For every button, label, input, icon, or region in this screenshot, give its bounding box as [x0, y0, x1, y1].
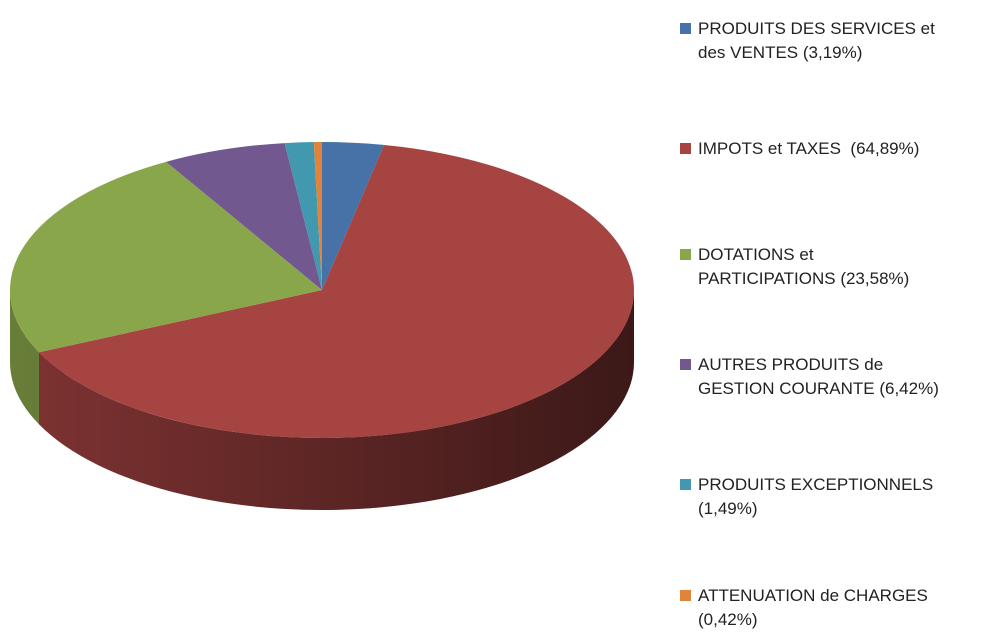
legend-item: IMPOTS et TAXES (64,89%) [680, 137, 980, 161]
legend-item: PRODUITS EXCEPTIONNELS (1,49%) [680, 473, 980, 521]
legend-swatch [680, 479, 691, 490]
slice [38, 144, 634, 438]
legend-swatch [680, 23, 691, 34]
legend-item: DOTATIONS et PARTICIPATIONS (23,58%) [680, 243, 980, 291]
legend-item: ATTENUATION de CHARGES (0,42%) [680, 584, 980, 632]
legend-label: ATTENUATION de CHARGES (0,42%) [698, 586, 933, 629]
slice [284, 142, 322, 290]
legend-label: IMPOTS et TAXES (64,89%) [698, 139, 920, 158]
slice [166, 143, 322, 290]
side-shade [10, 290, 634, 510]
legend-label: DOTATIONS et PARTICIPATIONS (23,58%) [698, 245, 910, 288]
legend-label: PRODUITS EXCEPTIONNELS (1,49%) [698, 475, 938, 518]
legend-label: PRODUITS DES SERVICES et des VENTES (3,1… [698, 19, 940, 62]
legend-label: AUTRES PRODUITS de GESTION COURANTE (6,4… [698, 355, 939, 398]
legend-swatch [680, 249, 691, 260]
slice [313, 142, 322, 290]
legend-item: AUTRES PRODUITS de GESTION COURANTE (6,4… [680, 353, 980, 401]
slice [9, 161, 323, 353]
slice [322, 142, 385, 290]
legend-item: PRODUITS DES SERVICES et des VENTES (3,1… [680, 17, 980, 65]
pie-area [9, 142, 635, 511]
legend-swatch [680, 143, 691, 154]
legend-swatch [680, 359, 691, 370]
legend-swatch [680, 590, 691, 601]
